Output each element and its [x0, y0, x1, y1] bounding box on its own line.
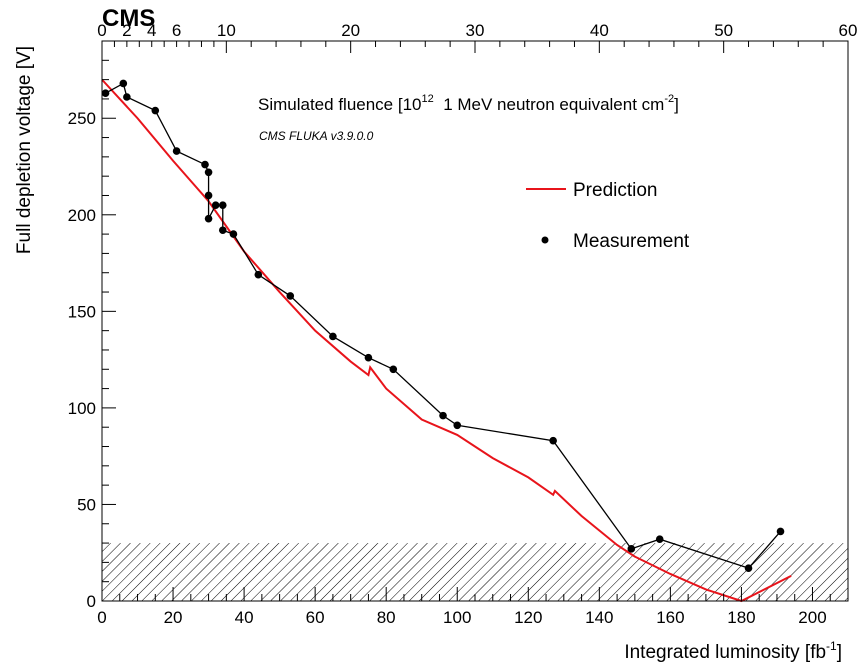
legend-measurement-swatch — [541, 236, 549, 244]
y-tick-label: 250 — [68, 109, 96, 128]
legend-measurement-label: Measurement — [573, 231, 690, 252]
top-axis-ticks: 0 2 4 6 10 20 30 40 50 60 — [97, 21, 857, 53]
y-tick-label: 200 — [68, 206, 96, 225]
top-tick-label: 20 — [341, 21, 360, 40]
x-tick-label: 100 — [443, 608, 471, 627]
measurement-series-layer — [101, 79, 785, 572]
measurement-point — [204, 191, 213, 200]
measurement-point — [172, 147, 181, 155]
measurement-point — [119, 79, 128, 88]
measurement-point — [151, 106, 160, 115]
measurement-point — [549, 436, 557, 445]
x-tick-label: 40 — [235, 608, 254, 627]
x-tick-label: 60 — [306, 608, 325, 627]
x-axis-ticks: 0 20 40 60 80 100 120 140 160 180 200 — [97, 587, 849, 627]
top-tick-label: 0 — [97, 21, 106, 40]
top-tick-label: 30 — [466, 21, 485, 40]
measurement-connector-line — [105, 82, 781, 569]
y-tick-label: 150 — [68, 302, 96, 321]
measurement-point — [286, 292, 295, 300]
top-tick-label: 2 — [122, 21, 131, 40]
legend-prediction-label: Prediction — [573, 180, 658, 201]
x-tick-label: 0 — [97, 608, 106, 627]
measurement-point — [439, 411, 447, 420]
x-tick-label: 80 — [377, 608, 396, 627]
x-axis-label: Integrated luminosity [fb-1] — [624, 639, 842, 663]
x-tick-label: 180 — [727, 608, 755, 627]
legend: Prediction Measurement — [526, 180, 690, 252]
measurement-point — [101, 89, 110, 97]
prediction-line-layer — [101, 78, 792, 603]
y-tick-label: 50 — [77, 495, 96, 514]
measurement-point — [453, 421, 462, 430]
measurement-point — [123, 93, 131, 101]
top-axis-label: Simulated fluence [1012 1 MeV neutron eq… — [258, 93, 679, 114]
y-tick-label: 0 — [87, 592, 96, 611]
y-axis-ticks: 0 50 100 150 200 250 — [68, 40, 116, 611]
top-tick-label: 6 — [172, 21, 181, 40]
x-tick-label: 200 — [798, 608, 826, 627]
x-tick-label: 20 — [164, 608, 183, 627]
experiment-label: CMS — [102, 5, 155, 32]
measurement-point — [204, 214, 213, 223]
measurement-point — [254, 270, 263, 279]
x-tick-label: 120 — [514, 608, 542, 627]
measurement-point — [329, 332, 337, 341]
measurement-point — [627, 545, 636, 553]
measurement-point — [744, 564, 753, 572]
measurement-point — [389, 365, 398, 374]
measurement-point — [201, 160, 209, 169]
x-tick-label: 160 — [656, 608, 684, 627]
plot-frame — [101, 40, 849, 602]
measurement-point — [211, 201, 220, 209]
top-tick-label: 4 — [147, 21, 156, 40]
measurement-point — [218, 226, 227, 235]
top-tick-label: 50 — [714, 21, 733, 40]
y-tick-label: 100 — [68, 399, 96, 418]
top-tick-label: 60 — [839, 21, 858, 40]
top-tick-label: 40 — [590, 21, 609, 40]
measurement-point — [204, 168, 213, 177]
simulation-note: CMS FLUKA v3.9.0.0 — [259, 129, 374, 143]
measurement-point — [218, 201, 227, 209]
x-tick-label: 140 — [585, 608, 613, 627]
y-axis-label: Full depletion voltage [V] — [14, 46, 35, 254]
hatched-band-layer — [102, 543, 848, 601]
top-tick-label: 10 — [217, 21, 236, 40]
measurement-point — [776, 527, 785, 536]
measurement-point — [655, 535, 664, 544]
prediction-line — [101, 78, 792, 603]
measurement-point — [229, 230, 238, 238]
excluded-region-band — [102, 543, 848, 601]
measurement-point — [364, 353, 373, 362]
